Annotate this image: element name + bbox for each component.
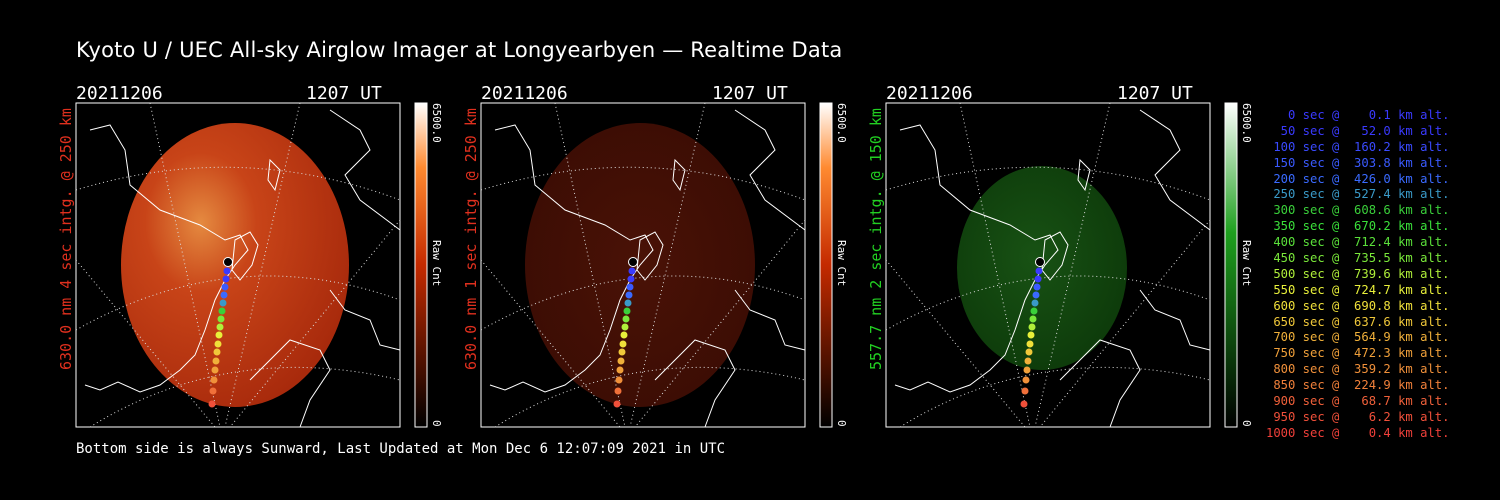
panel-3-cbar-min: 0 xyxy=(1240,420,1253,427)
legend-row: 950 sec @ 6.2 km alt. xyxy=(1266,409,1450,424)
panel-3-image xyxy=(885,102,1211,428)
legend-row: 600 sec @ 690.8 km alt. xyxy=(1266,298,1450,313)
legend-row: 550 sec @ 724.7 km alt. xyxy=(1266,282,1450,297)
panel-3-date: 20211206 xyxy=(886,83,973,104)
legend-row: 250 sec @ 527.4 km alt. xyxy=(1266,187,1450,202)
panel-1-colorbar xyxy=(414,102,428,428)
panel-3-colorbar xyxy=(1224,102,1238,428)
legend-row: 850 sec @ 224.9 km alt. xyxy=(1266,378,1450,393)
page-title: Kyoto U / UEC All-sky Airglow Imager at … xyxy=(76,38,843,62)
legend-row: 100 sec @ 160.2 km alt. xyxy=(1266,139,1450,154)
legend-row: 350 sec @ 670.2 km alt. xyxy=(1266,219,1450,234)
panel-1-time: 1207 UT xyxy=(306,83,382,104)
panel-1-date: 20211206 xyxy=(76,83,163,104)
panel-3-cbar-label: Raw Cnt xyxy=(1240,240,1253,287)
altitude-legend: 0 sec @ 0.1 km alt. 50 sec @ 52.0 km alt… xyxy=(1266,108,1450,442)
legend-row: 750 sec @ 472.3 km alt. xyxy=(1266,346,1450,361)
panel-2-cbar-min: 0 xyxy=(835,420,848,427)
legend-row: 800 sec @ 359.2 km alt. xyxy=(1266,362,1450,377)
panel-2-image xyxy=(480,102,806,428)
panel-2-cbar-max: 6500.0 xyxy=(835,103,848,143)
panel-3-cbar-max: 6500.0 xyxy=(1240,103,1253,143)
legend-row: 300 sec @ 608.6 km alt. xyxy=(1266,203,1450,218)
legend-row: 1000 sec @ 0.4 km alt. xyxy=(1266,425,1450,440)
legend-row: 900 sec @ 68.7 km alt. xyxy=(1266,394,1450,409)
legend-row: 50 sec @ 52.0 km alt. xyxy=(1266,123,1450,138)
panel-1-cbar-min: 0 xyxy=(430,420,443,427)
legend-row: 500 sec @ 739.6 km alt. xyxy=(1266,266,1450,281)
panel-2-colorbar xyxy=(819,102,833,428)
legend-row: 450 sec @ 735.5 km alt. xyxy=(1266,251,1450,266)
legend-row: 700 sec @ 564.9 km alt. xyxy=(1266,330,1450,345)
trajectory xyxy=(208,257,233,408)
legend-row: 0 sec @ 0.1 km alt. xyxy=(1266,108,1450,122)
legend-row: 200 sec @ 426.0 km alt. xyxy=(1266,171,1450,186)
legend-row: 400 sec @ 712.4 km alt. xyxy=(1266,235,1450,250)
panel-1-cbar-max: 6500.0 xyxy=(430,103,443,143)
panel-3-time: 1207 UT xyxy=(1117,83,1193,104)
footer-status: Bottom side is always Sunward, Last Upda… xyxy=(76,441,726,457)
panel-2-cbar-label: Raw Cnt xyxy=(835,240,848,287)
panel-2-date: 20211206 xyxy=(481,83,568,104)
panel-2-time: 1207 UT xyxy=(712,83,788,104)
panel-1-image xyxy=(75,102,401,428)
legend-row: 150 sec @ 303.8 km alt. xyxy=(1266,155,1450,170)
legend-row: 650 sec @ 637.6 km alt. xyxy=(1266,314,1450,329)
panel-1-cbar-label: Raw Cnt xyxy=(430,240,443,287)
